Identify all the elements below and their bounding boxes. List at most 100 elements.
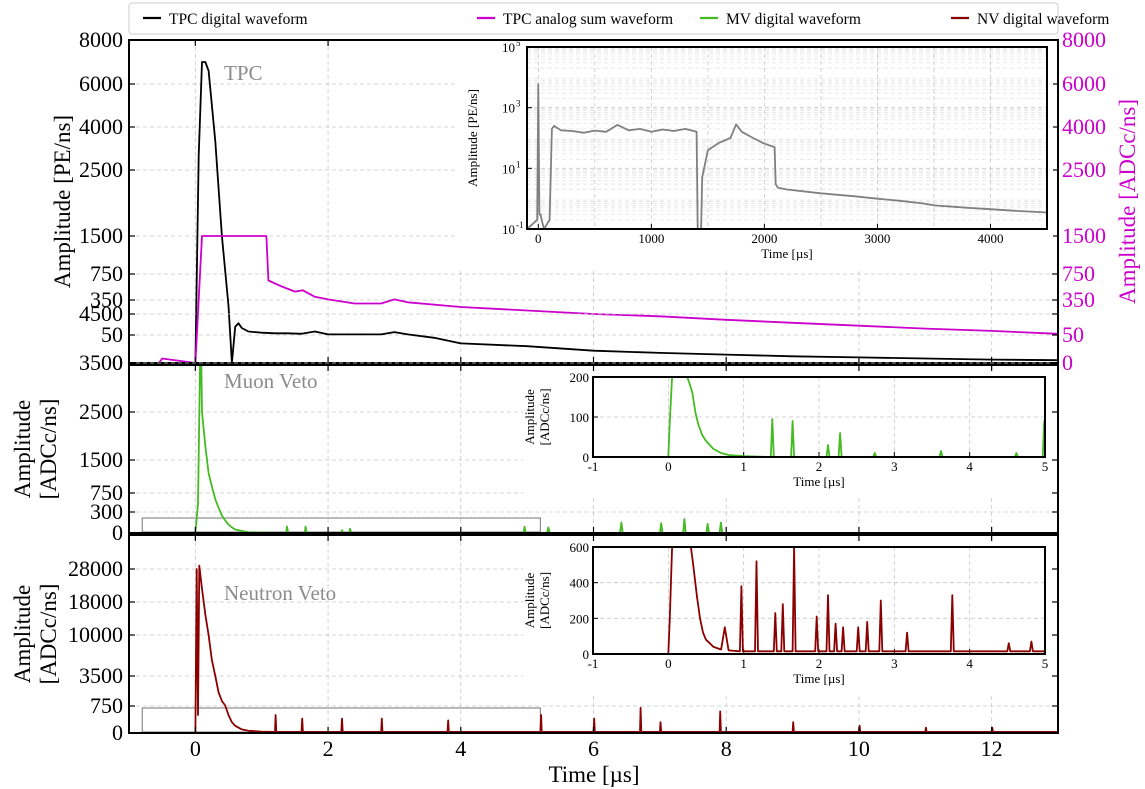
inset-y-tick-label: 10 — [502, 101, 515, 116]
inset-y-tick-label: 400 — [570, 576, 590, 591]
panel-tpc: 0503507501500250040006000800005035075015… — [50, 27, 1140, 375]
y-tick-label: 18000 — [68, 589, 123, 614]
inset-y-tick-exponent: 3 — [516, 99, 521, 109]
legend-label: MV digital waveform — [726, 11, 861, 28]
y-tick-label: 750 — [90, 693, 123, 718]
y-tick-label: 28000 — [68, 556, 123, 581]
panel-mv: 03007501500250035004500Amplitude[ADCc/ns… — [10, 301, 1059, 545]
inset-x-tick-label: -1 — [588, 656, 599, 671]
legend-label: TPC digital waveform — [169, 11, 308, 28]
y-tick-label-right: 1500 — [1062, 223, 1106, 248]
legend-entry: NV digital waveform — [951, 11, 1109, 28]
inset-y-tick-exponent: -1 — [516, 220, 524, 230]
inset-x-tick-label: 4000 — [977, 231, 1003, 246]
y-tick-label: 0 — [112, 520, 123, 545]
inset-x-tick-label: 2 — [816, 656, 823, 671]
inset-x-tick-label: 5 — [1042, 459, 1049, 474]
inset-x-tick-label: -1 — [588, 459, 599, 474]
x-tick-label: 10 — [848, 736, 870, 761]
inset-y-tick-label: 200 — [570, 611, 590, 626]
inset-y-tick-label: 10 — [502, 161, 515, 176]
y-tick-label-right: 6000 — [1062, 71, 1106, 96]
inset-x-axis-label: Time [µs] — [793, 474, 844, 489]
y-axis-label: Amplitude [PE/ns] — [50, 115, 75, 288]
panel-title: TPC — [224, 61, 263, 85]
inset-series-line — [527, 83, 1047, 229]
y-tick-label: 2500 — [79, 157, 123, 182]
series-line — [129, 61, 1058, 363]
panels: 0503507501500250040006000800005035075015… — [10, 27, 1140, 761]
y-tick-label: 3500 — [79, 663, 123, 688]
legend-box — [128, 2, 1059, 35]
legend: TPC digital waveform TPC analog sum wavef… — [128, 2, 1109, 35]
inset-y-tick-label: 0 — [583, 647, 590, 662]
legend-entry: MV digital waveform — [700, 11, 861, 28]
x-tick-label: 0 — [190, 736, 201, 761]
inset-y-tick-label: 600 — [570, 540, 590, 555]
y-tick-label-right: 4000 — [1062, 114, 1106, 139]
y-tick-label: 750 — [90, 480, 123, 505]
y-tick-label-right: 8000 — [1062, 27, 1106, 52]
inset-series-line — [593, 547, 1045, 654]
y-tick-label: 4500 — [79, 301, 123, 326]
y-tick-label-right: 750 — [1062, 261, 1095, 286]
y-tick-label-right: 50 — [1062, 322, 1084, 347]
x-tick-label: 8 — [721, 736, 732, 761]
x-tick-label: 2 — [323, 736, 334, 761]
y-tick-label: 1500 — [79, 223, 123, 248]
inset-x-tick-label: 2 — [816, 459, 823, 474]
x-tick-label: 4 — [455, 736, 466, 761]
inset-x-tick-label: 0 — [535, 231, 542, 246]
inset-x-tick-label: 2000 — [751, 231, 777, 246]
y-tick-label: 10000 — [68, 622, 123, 647]
y-tick-label: 750 — [90, 261, 123, 286]
x-tick-label: 6 — [588, 736, 599, 761]
y-axis-label-right: Amplitude [ADCc/ns] — [1115, 99, 1140, 304]
inset-x-axis-label: Time [µs] — [761, 246, 812, 261]
y-tick-label: 6000 — [79, 71, 123, 96]
y-tick-label: 4000 — [79, 114, 123, 139]
inset-x-axis-label: Time [µs] — [793, 671, 844, 686]
y-axis-label: Amplitude[ADCc/ns] — [10, 399, 61, 500]
inset-x-tick-label: 0 — [665, 656, 672, 671]
x-axis-label: Time [µs] — [548, 762, 639, 787]
inset-x-tick-label: 4 — [966, 459, 973, 474]
y-tick-label-right: 0 — [1062, 350, 1073, 375]
inset-series-line — [593, 377, 1045, 457]
panel-title: Neutron Veto — [224, 581, 336, 605]
inset-y-tick-label: 10 — [502, 222, 515, 237]
y-tick-label: 50 — [101, 322, 123, 347]
inset-y-axis-label: Amplitude [PE/ns] — [465, 89, 480, 187]
inset-x-tick-label: 3 — [891, 459, 898, 474]
y-tick-label: 300 — [90, 499, 123, 524]
y-tick-label: 0 — [112, 720, 123, 745]
series-line — [194, 564, 1058, 733]
inset-y-tick-exponent: 5 — [516, 38, 521, 48]
inset-x-tick-label: 1 — [740, 459, 747, 474]
legend-entry: TPC digital waveform — [143, 11, 308, 28]
y-tick-label: 1500 — [79, 447, 123, 472]
legend-label: NV digital waveform — [977, 11, 1109, 28]
y-axis-label: Amplitude[ADCc/ns] — [10, 584, 61, 685]
inset-y-tick-exponent: 1 — [516, 159, 521, 169]
inset-y-axis-label: Amplitude[ADCc/ns] — [522, 572, 552, 629]
inset-y-tick-label: 10 — [502, 40, 515, 55]
inset-y-tick-label: 0 — [583, 450, 590, 465]
y-tick-label: 3500 — [79, 350, 123, 375]
y-tick-label: 0 — [112, 350, 123, 375]
inset-x-tick-label: 1 — [740, 656, 747, 671]
x-tick-label: 12 — [981, 736, 1003, 761]
legend-entry: TPC analog sum waveform — [477, 11, 673, 28]
y-tick-label: 2500 — [79, 399, 123, 424]
y-tick-label: 8000 — [79, 27, 123, 52]
inset-y-tick-label: 100 — [570, 410, 590, 425]
inset-y-axis-label: Amplitude[ADCc/ns] — [522, 388, 552, 445]
y-tick-label: 350 — [90, 287, 123, 312]
y-tick-label-right: 2500 — [1062, 157, 1106, 182]
inset-x-tick-label: 3 — [891, 656, 898, 671]
